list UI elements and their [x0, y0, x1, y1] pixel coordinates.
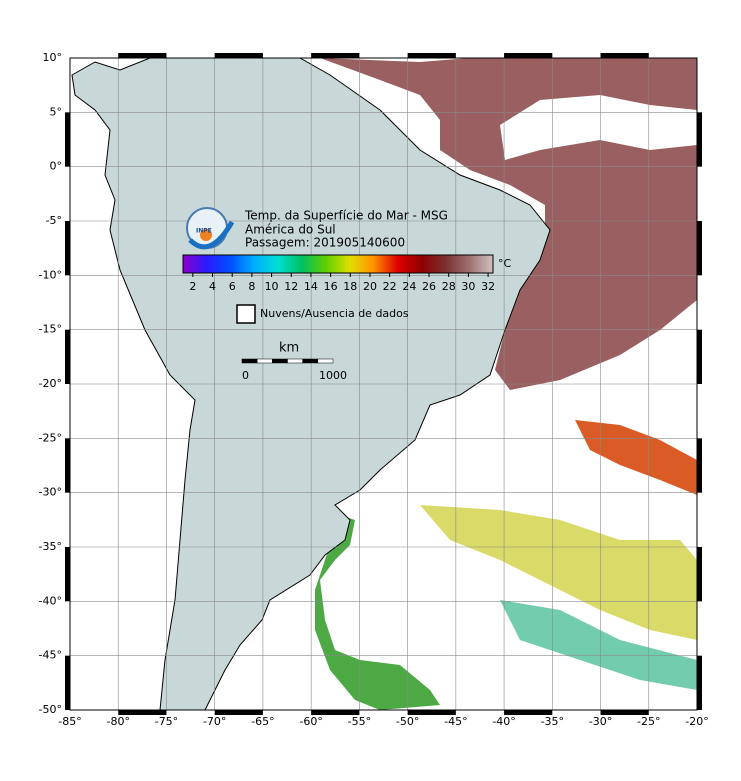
lat-label: -50°: [39, 703, 62, 716]
lat-label: -30°: [39, 486, 62, 499]
lon-label: -80°: [106, 715, 129, 728]
colorbar-label: 22: [383, 280, 397, 293]
frame-segment: [65, 112, 70, 167]
lon-label: -45°: [444, 715, 467, 728]
colorbar-label: 28: [442, 280, 456, 293]
frame-segment: [600, 710, 649, 715]
scale-segment: [256, 358, 273, 364]
colorbar-label: 32: [481, 280, 495, 293]
lon-label: -55°: [348, 715, 371, 728]
frame-segment: [311, 710, 360, 715]
frame-segment: [504, 53, 553, 58]
lon-label: -85°: [58, 715, 81, 728]
frame-segment: [65, 221, 70, 276]
colorbar-label: 2: [189, 280, 196, 293]
shelf-water: [315, 515, 440, 710]
lat-label: -45°: [39, 649, 62, 662]
scale-segment: [302, 358, 319, 364]
lon-label: -35°: [541, 715, 564, 728]
lon-label: -75°: [155, 715, 178, 728]
lat-label: 10°: [43, 51, 63, 64]
frame-segment: [504, 710, 553, 715]
colorbar-label: 12: [284, 280, 298, 293]
pass-time: Passagem: 201905140600: [245, 236, 405, 250]
legend-label: Nuvens/Ausencia de dados: [260, 307, 409, 320]
colorbar-label: 4: [209, 280, 216, 293]
lat-label: -20°: [39, 377, 62, 390]
frame-segment: [65, 655, 70, 710]
lon-label: -70°: [203, 715, 226, 728]
frame-segment: [600, 53, 649, 58]
colorbar-label: 18: [343, 280, 357, 293]
region: América do Sul: [245, 223, 336, 237]
colorbar-unit: °C: [498, 257, 512, 270]
scale-label: 0: [242, 369, 249, 382]
colorbar-label: 6: [229, 280, 236, 293]
frame-bars: [65, 53, 702, 715]
legend-swatch: [236, 304, 256, 324]
front-water: [575, 420, 697, 495]
colorbar-label: 20: [363, 280, 377, 293]
lat-label: -35°: [39, 540, 62, 553]
sst-patches: [315, 58, 697, 710]
lat-label: -25°: [39, 431, 62, 444]
scale-unit: km: [279, 341, 299, 356]
lon-label: -60°: [299, 715, 322, 728]
scale-bar: 0 1000: [241, 358, 347, 382]
logo: INPE: [186, 207, 235, 250]
lon-label: -50°: [396, 715, 419, 728]
warm-water: [320, 58, 697, 390]
frame-segment: [65, 438, 70, 493]
scale-label: 1000: [319, 369, 347, 382]
frame-segment: [697, 438, 702, 493]
colorbar-label: 26: [422, 280, 436, 293]
scale-segment: [241, 358, 258, 364]
logo-text: INPE: [196, 228, 212, 235]
lon-label: -40°: [492, 715, 515, 728]
colorbar-label: 16: [324, 280, 338, 293]
frame-segment: [407, 710, 456, 715]
scale-segment: [272, 358, 288, 364]
frame-segment: [407, 53, 456, 58]
frame-segment: [118, 53, 167, 58]
temperate-water: [420, 505, 697, 640]
frame-segment: [65, 329, 70, 384]
lon-label: -25°: [637, 715, 660, 728]
scale-segment: [287, 358, 303, 364]
cold-water: [500, 600, 697, 690]
title: Temp. da Superfície do Mar - MSG: [244, 209, 448, 223]
lat-label: -15°: [39, 323, 62, 336]
frame-segment: [697, 221, 702, 276]
frame-segment: [214, 710, 263, 715]
colorbar-ticks: 2 4 6 8 10 12 14 16 18 20 22 24 26 28 30 32: [189, 273, 495, 293]
lon-label: -20°: [685, 715, 708, 728]
lat-label: 5°: [50, 105, 63, 118]
scale-segment: [317, 358, 334, 364]
frame-segment: [697, 329, 702, 384]
colorbar-label: 8: [248, 280, 255, 293]
lon-label: -65°: [251, 715, 274, 728]
colorbar-label: 24: [402, 280, 416, 293]
frame-segment: [65, 547, 70, 602]
frame-segment: [214, 53, 263, 58]
frame-segment: [697, 655, 702, 710]
colorbar-label: 10: [265, 280, 279, 293]
frame-segment: [697, 547, 702, 602]
lon-label: -30°: [589, 715, 612, 728]
lat-label: -10°: [39, 268, 62, 281]
frame-segment: [118, 710, 167, 715]
colorbar: [182, 254, 494, 274]
lat-label: -40°: [39, 594, 62, 607]
frame-segment: [697, 112, 702, 167]
lat-label: -5°: [46, 214, 62, 227]
lat-label: 0°: [50, 160, 63, 173]
colorbar-label: 14: [304, 280, 318, 293]
frame-segment: [311, 53, 360, 58]
colorbar-label: 30: [461, 280, 475, 293]
